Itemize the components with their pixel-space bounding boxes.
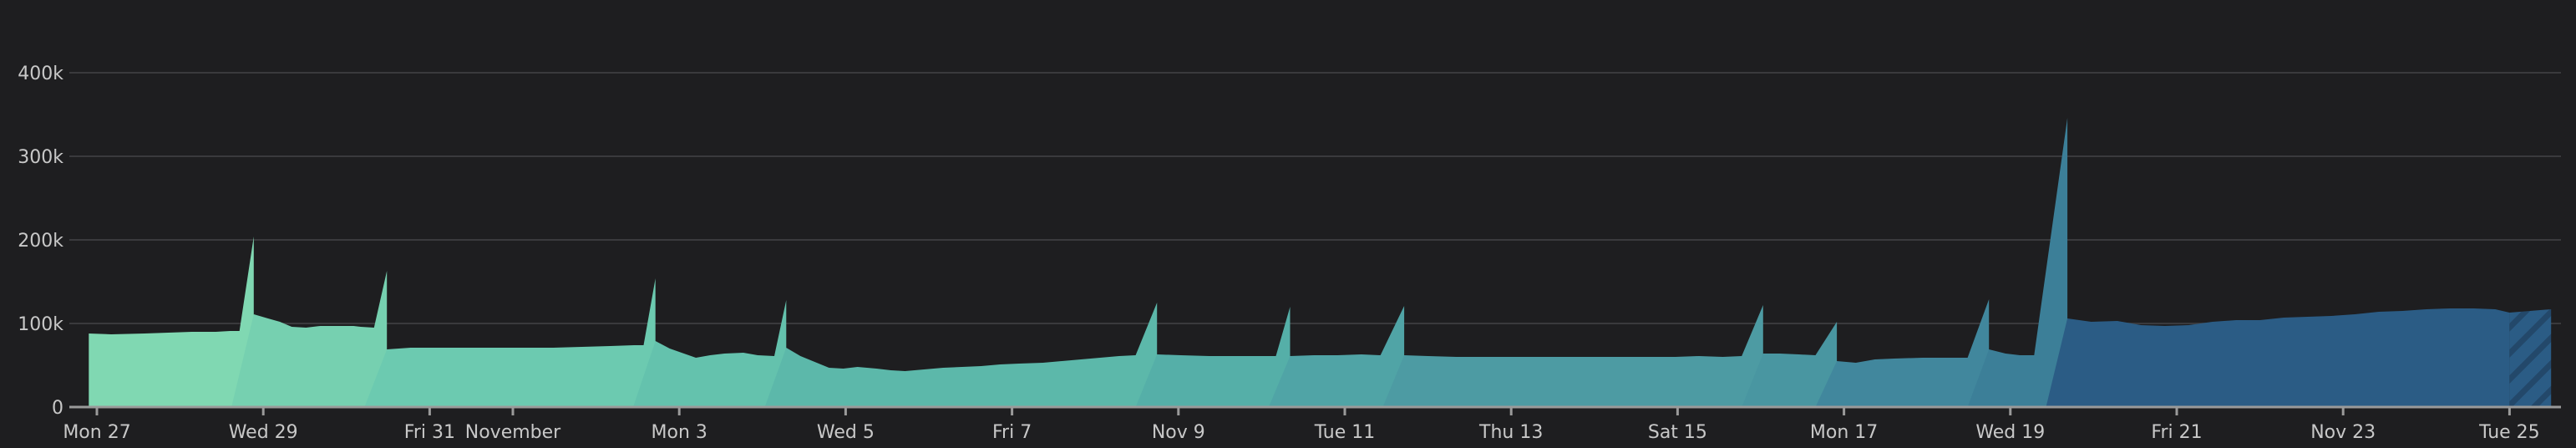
y-tick-label: 0 xyxy=(52,398,63,419)
area-segment-5 xyxy=(764,303,1158,407)
area-segment-7 xyxy=(1268,306,1405,407)
x-tick-label: Wed 29 xyxy=(229,422,298,443)
y-tick-label: 200k xyxy=(18,231,63,252)
x-axis: Mon 27 Wed 29 Fri 31 November Mon 3 Wed 5 Fri … xyxy=(63,405,2561,443)
x-tick-label: Mon 3 xyxy=(652,422,707,443)
area-segment-11 xyxy=(1967,118,2068,407)
x-tick-label: Wed 19 xyxy=(1975,422,2045,443)
incomplete-period-hatch xyxy=(2509,309,2552,407)
x-tick-label: Nov 23 xyxy=(2310,422,2376,443)
x-tick-label: Fri 7 xyxy=(992,422,1032,443)
area-segment-10 xyxy=(1815,299,1990,407)
area-segment-12 xyxy=(2046,308,2510,407)
area-segment-2 xyxy=(231,271,388,407)
y-tick-label: 300k xyxy=(18,147,63,168)
x-tick-label: Mon 17 xyxy=(1810,422,1878,443)
area-series xyxy=(89,118,2552,407)
area-segment-3 xyxy=(364,278,656,407)
area-segment-8 xyxy=(1382,305,1763,407)
y-axis: 0 100k 200k 300k 400k xyxy=(18,64,63,419)
x-tick-label: Thu 13 xyxy=(1478,422,1543,443)
y-tick-label: 400k xyxy=(18,64,63,84)
gridlines xyxy=(69,72,2561,324)
area-segment-9 xyxy=(1742,322,1838,407)
x-tick-label: Wed 5 xyxy=(817,422,875,443)
area-segment-4 xyxy=(633,300,787,407)
x-tick-label: Fri 31 xyxy=(404,422,455,443)
x-tick-label: Mon 27 xyxy=(63,422,130,443)
area-segment-6 xyxy=(1135,307,1291,407)
x-tick-label: Nov 9 xyxy=(1152,422,1205,443)
y-tick-label: 100k xyxy=(18,314,63,335)
x-tick-label: Sat 15 xyxy=(1648,422,1707,443)
x-tick-label: Tue 25 xyxy=(2478,422,2540,443)
area-segment-1 xyxy=(89,237,254,407)
x-tick-label: November xyxy=(465,422,561,443)
x-tick-label: Fri 21 xyxy=(2151,422,2202,443)
x-tick-label: Tue 11 xyxy=(1314,422,1376,443)
